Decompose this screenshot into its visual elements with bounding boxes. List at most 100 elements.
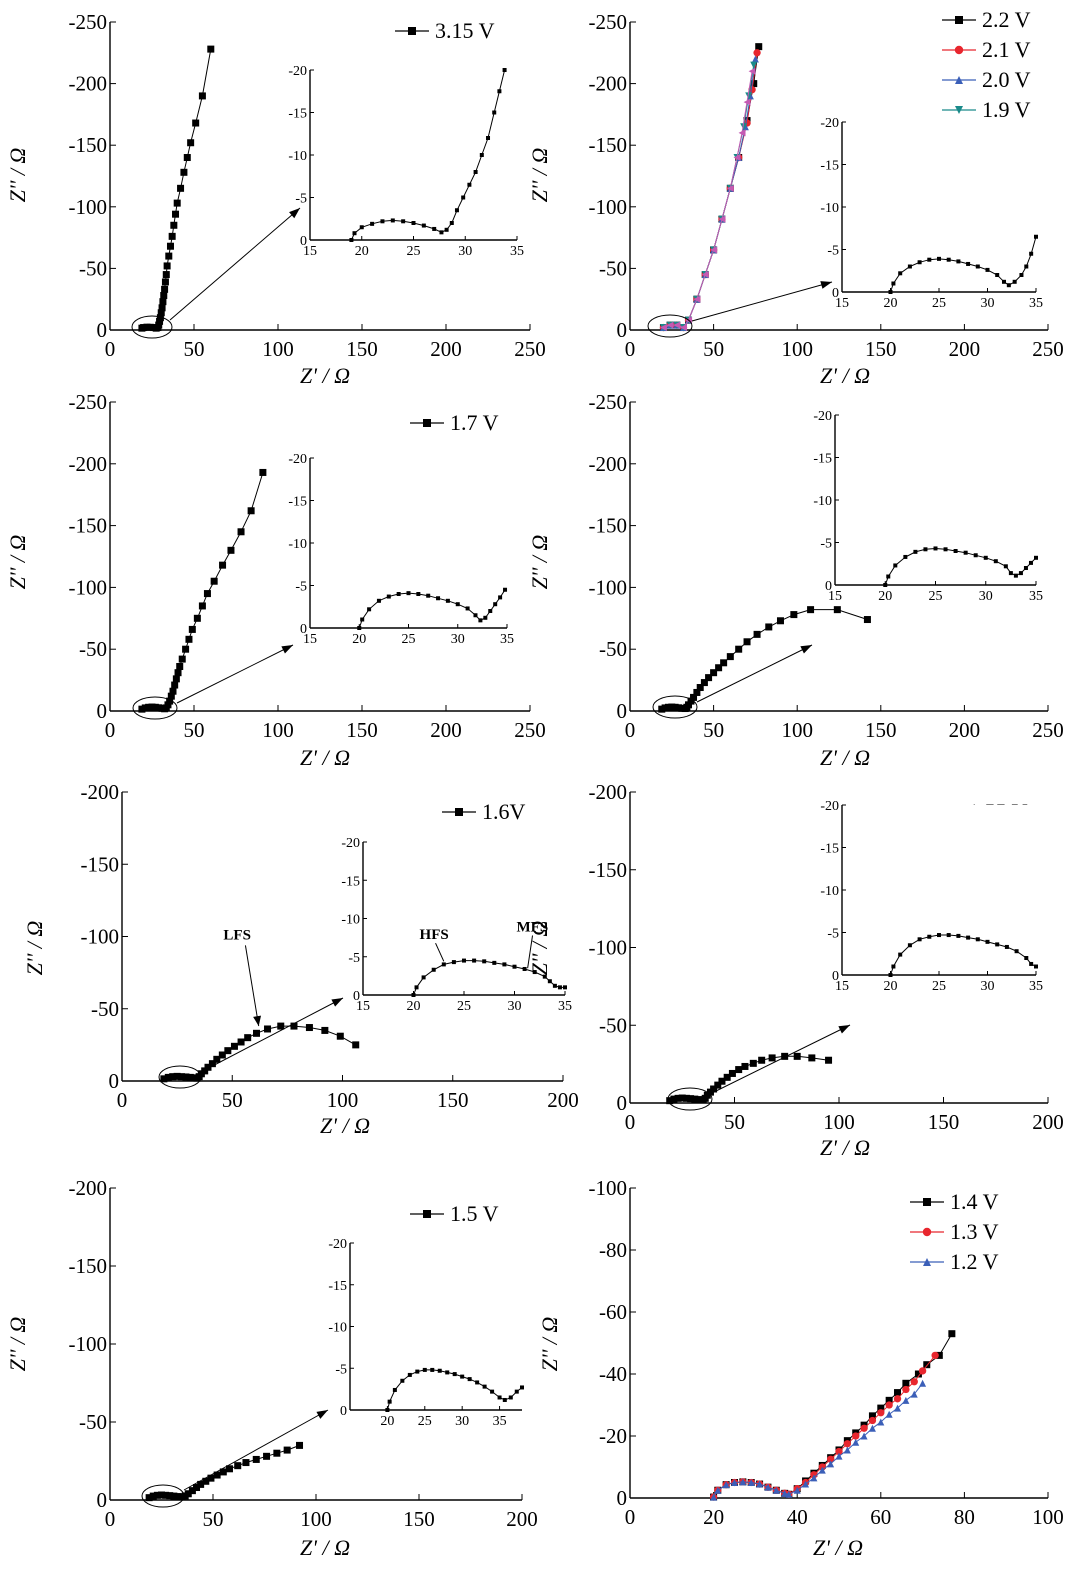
- series-0-point: [160, 292, 168, 300]
- series-0-point: [192, 119, 200, 127]
- inset-series-point: [963, 550, 968, 555]
- inset-x-tick-label: 30: [458, 244, 472, 259]
- inset-x-tick-label: 15: [303, 244, 317, 259]
- series-4-point: [726, 184, 734, 192]
- main-x-tick-label: 200: [1032, 1110, 1064, 1134]
- inset-x-tick-label: 30: [508, 999, 522, 1014]
- series-0-point: [693, 688, 701, 696]
- series-2-point: [885, 1410, 893, 1418]
- main-x-tick-label: 100: [1032, 1505, 1064, 1529]
- series-0-point: [193, 614, 201, 622]
- series-2-point: [710, 1493, 718, 1501]
- inset-series-point: [436, 596, 441, 601]
- inset-x-tick-label: 30: [455, 1414, 469, 1429]
- y-axis-label: Z'' / Ω: [527, 921, 552, 976]
- inset-series-point: [431, 967, 436, 972]
- series-0-point: [743, 638, 751, 646]
- zoom-arrow-head: [800, 645, 812, 654]
- main-x-tick-label: 0: [625, 1110, 636, 1134]
- inset-series-point: [917, 937, 922, 942]
- inset-series-point: [1024, 956, 1029, 960]
- inset-series-point: [1029, 961, 1034, 966]
- legend-label: 2.0 V: [982, 67, 1031, 92]
- series-1-line: [713, 1355, 936, 1498]
- main-y-tick-label: -100: [69, 1332, 108, 1356]
- inset-series-point: [406, 591, 411, 596]
- main-x-tick-label: 150: [403, 1507, 435, 1531]
- inset-series-point: [520, 1385, 524, 1390]
- inset-y-tick-label: -15: [820, 842, 839, 857]
- inset-y-tick-label: -20: [328, 1237, 347, 1252]
- annotation-mfs: MFS: [517, 920, 549, 936]
- series-0-point: [167, 692, 175, 700]
- series-0-point: [728, 1069, 736, 1077]
- legend-marker: [923, 1258, 931, 1266]
- main-x-tick-label: 150: [928, 1110, 960, 1134]
- main-x-tick-label: 100: [262, 718, 294, 742]
- series-0-point: [877, 1404, 885, 1412]
- inset-series-point: [933, 546, 938, 551]
- series-0-point: [833, 606, 841, 614]
- x-axis-label: Z' / Ω: [320, 1113, 370, 1138]
- inset-series-point: [956, 933, 961, 938]
- series-0-point: [705, 674, 713, 682]
- series-0-point: [793, 1052, 801, 1060]
- series-0-point: [227, 546, 235, 554]
- legend-label: 1.3 V: [950, 1219, 999, 1244]
- legend-label: 2.1 V: [982, 37, 1031, 62]
- series-0-point: [174, 669, 182, 677]
- x-axis-label: Z' / Ω: [300, 745, 350, 770]
- series-0-point: [868, 1412, 876, 1420]
- inset-series-point: [946, 933, 951, 938]
- inset-series-point: [483, 615, 488, 620]
- inset-series-point: [422, 1367, 427, 1372]
- inset-y-tick-label: -10: [288, 149, 307, 164]
- series-0-point: [790, 611, 798, 619]
- zoom-arrow-line: [176, 644, 294, 704]
- inset-series-point: [532, 970, 537, 975]
- main-y-tick-label: -60: [599, 1300, 627, 1324]
- inset-series-point: [893, 563, 898, 568]
- inset-series-point: [542, 974, 547, 979]
- inset-series-point: [392, 1387, 397, 1392]
- main-x-tick-label: 0: [105, 718, 116, 742]
- inset-background: [310, 458, 507, 628]
- legend-label: 1.7 V: [450, 410, 499, 435]
- inset-series-point: [985, 267, 990, 272]
- legend-label: 1.6V: [482, 799, 526, 824]
- inset-x-tick-label: 25: [402, 632, 416, 647]
- inset-y-tick-label: -20: [341, 836, 360, 851]
- main-x-tick-label: 0: [117, 1088, 128, 1112]
- series-3-point: [740, 123, 748, 131]
- main-y-tick-label: -200: [69, 1176, 108, 1200]
- main-x-tick-label: 200: [949, 337, 981, 361]
- inset-series-point: [983, 555, 988, 560]
- series-0-point: [720, 659, 728, 667]
- inset-series-point: [451, 960, 456, 965]
- series-0-point: [687, 697, 695, 705]
- inset-y-tick-label: -5: [295, 580, 307, 595]
- series-1-point: [852, 1432, 860, 1440]
- inset-y-tick-label: -20: [820, 799, 839, 814]
- inset-series-point: [415, 1369, 420, 1374]
- main-y-tick-label: -150: [589, 133, 628, 157]
- inset-series-point: [467, 1377, 472, 1382]
- inset-series-point: [445, 1370, 450, 1375]
- inset-series-point: [482, 1384, 487, 1389]
- inset-series-point: [462, 958, 466, 963]
- series-0-point: [247, 507, 255, 515]
- inset-series-point: [888, 973, 893, 977]
- series-2-point: [714, 1486, 722, 1494]
- inset-y-tick-label: -5: [827, 927, 839, 942]
- main-y-tick-label: -100: [69, 575, 108, 599]
- series-1-point: [860, 1424, 868, 1432]
- inset-x-tick-label: 20: [355, 244, 369, 259]
- legend-marker: [408, 27, 416, 35]
- series-2-point: [747, 1479, 755, 1486]
- inset-series-point: [1014, 949, 1019, 954]
- zoom-arrow-head: [289, 208, 300, 219]
- inset-y-tick-label: -10: [820, 201, 839, 216]
- series-0-point: [160, 1075, 168, 1083]
- series-0-point: [188, 1487, 196, 1495]
